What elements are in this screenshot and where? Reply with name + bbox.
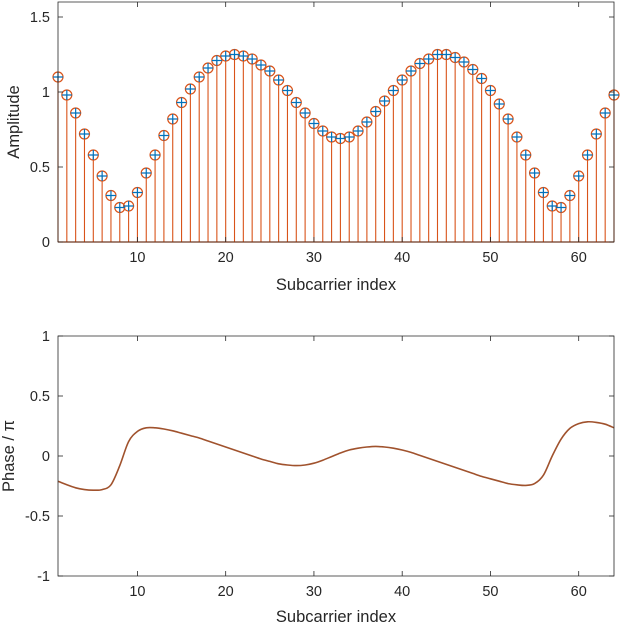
stem-plus-marker: [432, 49, 443, 60]
stem-plus-marker: [220, 51, 231, 61]
amplitude-x-ticks: 10 20 30 40 50 60: [129, 2, 587, 266]
stem-plus-marker: [520, 150, 531, 160]
stem-plus-marker: [97, 171, 108, 181]
stem-plus-marker: [379, 96, 390, 106]
stem-plus-marker: [238, 51, 249, 61]
amplitude-y-ticks: 0 0.5 1 1.5: [30, 10, 614, 251]
phase-y-tick-label: -0.5: [25, 509, 50, 525]
stem-plus-marker: [132, 187, 143, 198]
stem-plus-marker: [194, 72, 205, 82]
stem-plus-marker: [167, 114, 178, 124]
stem-plus-marker: [353, 126, 364, 136]
amplitude-plot-area: [58, 2, 614, 242]
amplitude-y-tick-label: 0: [42, 235, 50, 251]
phase-x-tick-label: 40: [394, 584, 410, 600]
phase-x-ticks: 10 20 30 40 50 60: [129, 336, 587, 600]
phase-series-line: [57, 420, 615, 492]
stem-plus-marker: [564, 190, 575, 201]
stem-plus-marker: [538, 187, 549, 198]
stem-plus-marker: [556, 202, 567, 213]
amplitude-x-axis-label: Subcarrier index: [276, 276, 397, 294]
phase-x-tick-label: 30: [306, 584, 322, 600]
amplitude-x-tick-label: 20: [218, 250, 234, 266]
stem-plus-marker: [70, 108, 81, 118]
phase-x-tick-label: 10: [129, 584, 145, 600]
stem-plus-marker: [158, 130, 169, 141]
phase-x-tick-label: 20: [218, 584, 234, 600]
stem-plus-marker: [573, 171, 584, 181]
stem-plus-marker: [458, 57, 469, 67]
stem-plus-marker: [264, 66, 275, 76]
stem-plus-marker: [600, 108, 611, 118]
amplitude-x-tick-label: 50: [482, 250, 498, 266]
amplitude-y-tick-label: 1: [42, 85, 50, 101]
stem-plus-marker: [485, 85, 496, 96]
stem-plus-marker: [547, 201, 558, 211]
stem-plus-marker: [291, 97, 302, 108]
amplitude-x-tick-label: 60: [571, 250, 587, 266]
stem-plus-marker: [150, 150, 161, 160]
stem-plus-marker: [582, 150, 593, 160]
stem-plus-marker: [211, 55, 222, 66]
phase-line: [57, 420, 615, 492]
phase-plot-area: [58, 336, 614, 576]
stem-plus-marker: [397, 75, 408, 85]
stem-plus-marker: [273, 75, 284, 85]
stem-plus-marker: [344, 132, 355, 142]
stem-plus-marker: [326, 132, 337, 142]
phase-y-tick-label: 0.5: [30, 389, 50, 405]
amplitude-y-axis-label: Amplitude: [5, 85, 23, 158]
stem-plus-marker: [467, 64, 478, 75]
stem-plus-marker: [88, 150, 99, 160]
phase-x-tick-label: 50: [482, 584, 498, 600]
stem-plus-marker: [414, 58, 425, 69]
amplitude-y-tick-label: 1.5: [30, 10, 50, 26]
amplitude-plot: 10 20 30 40 50 60 0 0.5 1 1.5 Subcarrier index A…: [5, 1, 620, 294]
stem-plus-marker: [388, 85, 399, 96]
stem-plus-marker: [255, 60, 266, 70]
stem-plus-marker: [361, 117, 372, 127]
stem-plus-marker: [176, 97, 187, 108]
stem-plus-marker: [370, 106, 381, 117]
phase-x-axis-label: Subcarrier index: [276, 608, 397, 626]
amplitude-x-tick-label: 30: [306, 250, 322, 266]
phase-y-tick-label: -1: [37, 569, 50, 585]
phase-y-ticks: -1 -0.5 0 0.5 1: [25, 329, 614, 585]
amplitude-x-tick-label: 40: [394, 250, 410, 266]
phase-y-axis-label: Phase / π: [0, 420, 18, 492]
stem-plus-marker: [229, 49, 240, 60]
stem-plus-marker: [308, 118, 319, 129]
stem-plus-marker: [105, 190, 116, 201]
stem-plus-marker: [423, 54, 434, 64]
stem-plus-marker: [441, 49, 452, 60]
stem-plus-marker: [503, 114, 514, 124]
phase-y-tick-label: 0: [42, 449, 50, 465]
stem-plus-marker: [185, 84, 196, 94]
amplitude-y-tick-label: 0.5: [30, 160, 50, 176]
stem-plus-marker: [450, 52, 461, 63]
amplitude-stems: [52, 48, 620, 243]
stem-plus-marker: [406, 66, 417, 76]
stem-plus-marker: [511, 132, 522, 142]
stem-plus-marker: [494, 99, 505, 109]
phase-x-tick-label: 60: [571, 584, 587, 600]
stem-plus-marker: [317, 126, 328, 136]
stem-plus-marker: [476, 73, 487, 84]
stem-plus-marker: [114, 202, 125, 213]
stem-plus-marker: [141, 168, 152, 178]
stem-plus-marker: [282, 85, 293, 96]
stem-plus-marker: [61, 90, 72, 100]
stem-plus-marker: [203, 63, 214, 73]
stem-plus-marker: [335, 133, 346, 144]
amplitude-x-tick-label: 10: [129, 250, 145, 266]
stem-plus-marker: [300, 108, 311, 118]
phase-y-tick-label: 1: [42, 329, 50, 345]
phase-plot: 10 20 30 40 50 60 -1 -0.5 0 0.5 1 Subcarrier inde…: [0, 329, 615, 626]
stem-plus-marker: [79, 129, 90, 139]
stem-plus-marker: [591, 129, 602, 139]
stem-plus-marker: [123, 201, 134, 211]
stem-plus-marker: [529, 168, 540, 178]
stem-plus-marker: [247, 54, 258, 64]
